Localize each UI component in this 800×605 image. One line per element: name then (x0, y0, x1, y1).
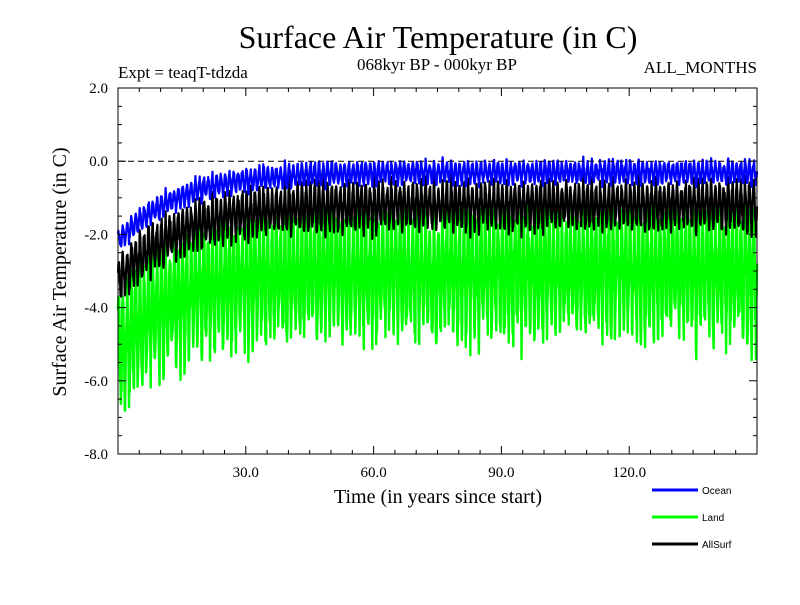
x-tick-label: 60.0 (360, 465, 386, 481)
y-tick-label: -6.0 (84, 374, 108, 390)
x-tick-label: 120.0 (612, 465, 646, 481)
series-line-allsurf (116, 171, 759, 298)
series-line-land (116, 182, 759, 412)
chart-title: Surface Air Temperature (in C) (239, 19, 638, 55)
x-tick-label: 90.0 (488, 465, 514, 481)
x-axis-label: Time (in years since start) (334, 486, 542, 508)
chart-subtitle-right: ALL_MONTHS (644, 58, 757, 77)
y-axis-label: Surface Air Temperature (in C) (49, 147, 71, 396)
legend-label-land: Land (702, 513, 724, 524)
series-line-ocean (116, 155, 759, 248)
y-tick-label: 0.0 (89, 154, 108, 170)
chart-subtitle-center: 068kyr BP - 000kyr BP (357, 55, 517, 74)
y-tick-label: 2.0 (89, 81, 108, 97)
legend: Ocean Land AllSurf (652, 486, 732, 551)
legend-label-allsurf: AllSurf (702, 540, 732, 551)
x-tick-label: 30.0 (233, 465, 259, 481)
legend-label-ocean: Ocean (702, 486, 731, 497)
y-tick-label: -8.0 (84, 447, 108, 463)
y-tick-label: -2.0 (84, 227, 108, 243)
axis-ticks: 2.0 0.0 -2.0 -4.0 -6.0 -8.0 30.0 60.0 90.0 120.0 (84, 81, 758, 481)
plot-area (116, 155, 759, 412)
chart-subtitle-left: Expt = teaqT-tdzda (118, 63, 248, 82)
y-tick-label: -4.0 (84, 301, 108, 317)
